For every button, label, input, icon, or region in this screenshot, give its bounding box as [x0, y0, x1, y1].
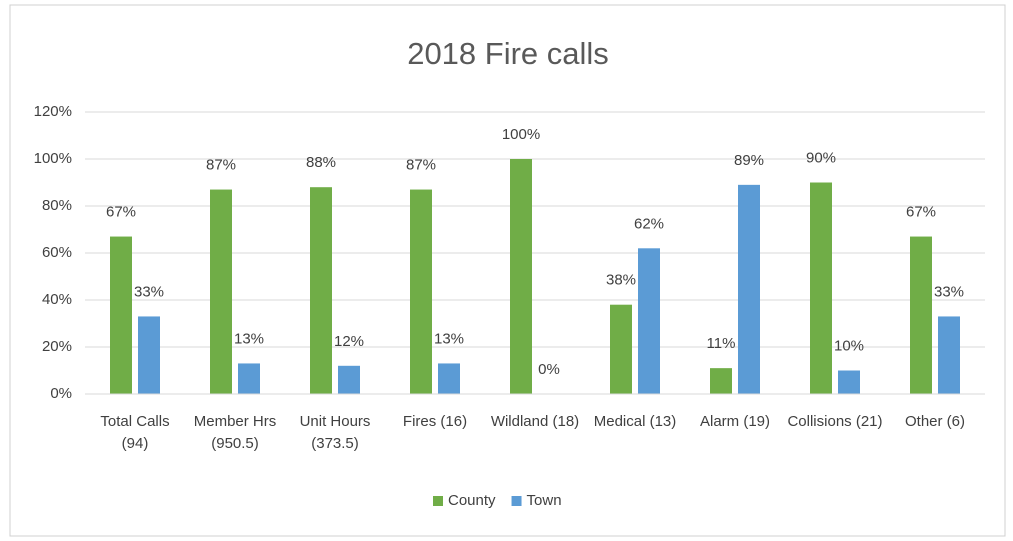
bar	[710, 368, 732, 394]
value-label: 88%	[306, 154, 336, 171]
value-label: 100%	[502, 126, 540, 143]
value-label: 87%	[206, 157, 236, 174]
chart-border	[9, 4, 1006, 537]
bar	[310, 187, 332, 394]
value-label: 10%	[834, 337, 864, 354]
bar	[338, 365, 360, 394]
x-tick-label: Total Calls (94)	[100, 413, 170, 452]
bar	[238, 363, 260, 394]
legend-label: Town	[527, 492, 562, 509]
bar	[510, 159, 532, 394]
y-tick-label: 80%	[42, 197, 72, 214]
value-label: 33%	[134, 283, 164, 300]
legend-swatch	[511, 496, 522, 506]
bar	[210, 189, 232, 394]
value-label: 0%	[538, 361, 560, 378]
y-tick-label: 60%	[42, 244, 72, 261]
x-tick-label: Medical (13)	[593, 413, 677, 430]
value-label: 11%	[707, 335, 736, 352]
y-tick-label: 100%	[34, 150, 72, 167]
bar	[738, 184, 760, 394]
bar	[610, 304, 632, 394]
y-tick-label: 120%	[34, 103, 72, 120]
value-label: 67%	[906, 204, 936, 221]
legend-swatch	[433, 496, 443, 506]
value-label: 33%	[934, 283, 964, 300]
x-tick-label: Wildland (18)	[490, 413, 580, 430]
value-label: 87%	[406, 157, 436, 174]
y-tick-label: 40%	[42, 291, 72, 308]
x-tick-label: Member Hrs (950.5)	[193, 413, 277, 452]
bar	[810, 182, 832, 394]
bar	[910, 236, 932, 394]
legend-label: County	[448, 492, 496, 509]
x-tick-label: Collisions (21)	[787, 413, 883, 430]
bar	[438, 363, 460, 394]
bar	[838, 370, 860, 394]
value-label: 67%	[106, 204, 136, 221]
value-label: 13%	[434, 330, 464, 347]
value-label: 13%	[234, 330, 264, 347]
bar	[638, 248, 660, 394]
value-label: 38%	[606, 272, 636, 289]
bar	[110, 236, 132, 394]
bar	[938, 316, 960, 394]
y-tick-label: 0%	[50, 385, 72, 402]
value-label: 90%	[806, 149, 836, 166]
chart-title: 2018 Fire calls	[407, 36, 609, 71]
y-tick-label: 20%	[42, 338, 72, 355]
value-label: 12%	[334, 333, 364, 350]
value-label: 62%	[634, 215, 664, 232]
bar	[410, 189, 432, 394]
x-tick-label: Alarm (19)	[699, 413, 770, 430]
value-label: 89%	[734, 152, 764, 169]
x-tick-label: Other (6)	[904, 413, 965, 430]
bar	[138, 316, 160, 394]
x-tick-label: Unit Hours (373.5)	[299, 413, 371, 452]
x-tick-label: Fires (16)	[402, 413, 468, 430]
